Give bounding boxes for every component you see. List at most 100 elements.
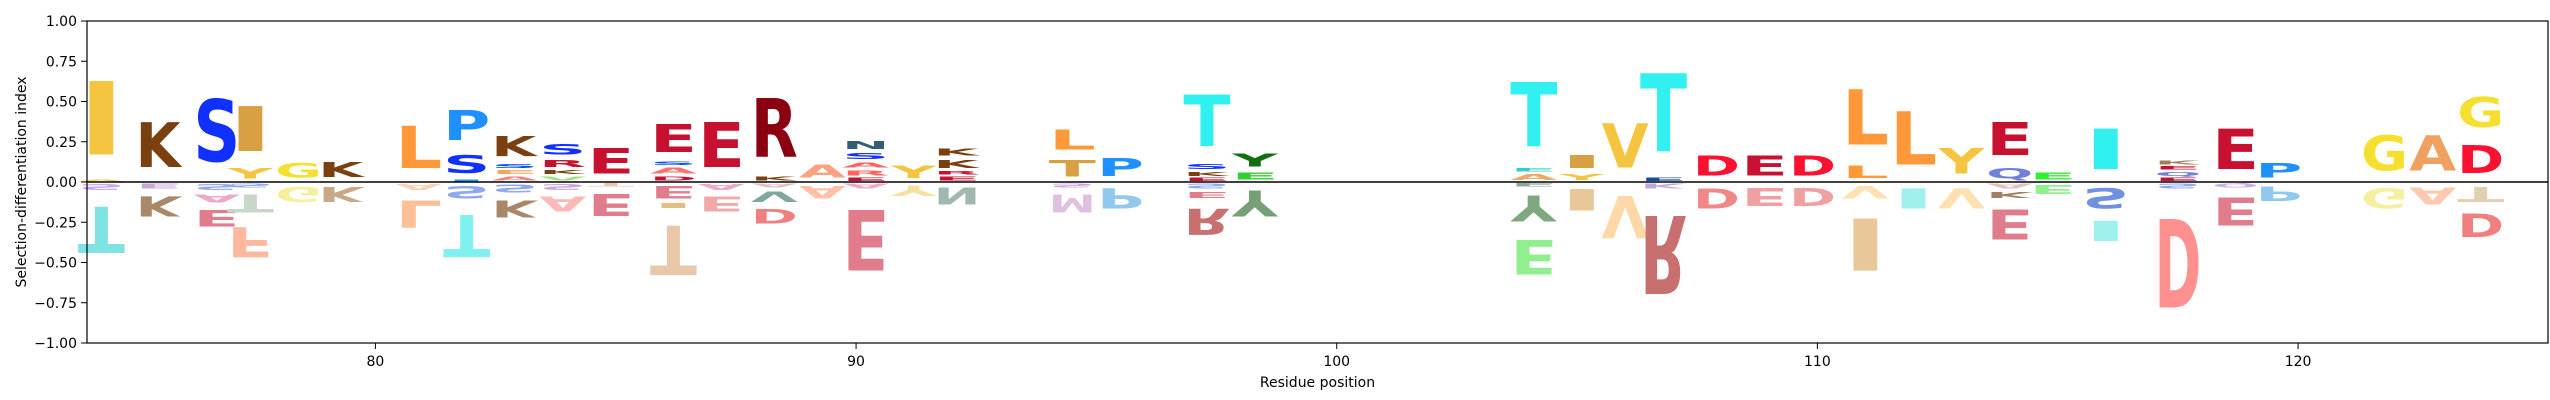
logo-letter-e: E — [842, 190, 889, 287]
logo-letter-t: T — [1183, 81, 1231, 163]
logo-letter-a: A — [650, 166, 698, 176]
logo-letter-e: E — [193, 204, 240, 230]
logo-letter-i: I — [2082, 214, 2129, 246]
logo-letter-n: N — [933, 182, 980, 209]
y-tick-label: 0.25 — [46, 135, 77, 151]
logo-letter-d: D — [751, 205, 798, 227]
logo-letter-k: K — [933, 147, 980, 158]
logo-letter-e: E — [587, 187, 634, 222]
logo-letter-e: E — [1183, 177, 1230, 182]
x-axis-title: Residue position — [1260, 375, 1375, 391]
logo-letter-v: V — [1842, 182, 1890, 201]
logo-letter-t: T — [227, 188, 275, 217]
logo-letter-y: Y — [1937, 142, 1985, 182]
logo-letter-e: E — [587, 142, 634, 182]
logo-letter-g: G — [275, 182, 322, 206]
logo-letter-r: R — [751, 82, 798, 175]
x-tick-label: 120 — [2285, 354, 2312, 370]
logo-letter-l: L — [395, 114, 442, 182]
logo-letter-a: A — [2409, 182, 2457, 209]
logo-letter-e: E — [1510, 168, 1557, 173]
y-tick-label: 0.50 — [46, 95, 77, 111]
logo-letter-l: L — [1842, 75, 1889, 163]
logo-letter-d: D — [650, 176, 697, 182]
logo-letter-m: M — [1049, 188, 1096, 217]
logo-letter-v: V — [1602, 113, 1649, 183]
logo-letter-v: V — [539, 176, 587, 182]
logo-letter-t: T — [443, 201, 491, 268]
logo-letter-r: R — [842, 169, 889, 177]
logo-letter-i: I — [1890, 182, 1937, 214]
logo-letter-d: D — [2457, 138, 2504, 182]
logo-letter-e: E — [933, 176, 980, 182]
logo-letter-i: I — [227, 94, 274, 165]
logo-letter-e: E — [698, 110, 745, 182]
logo-letter-s: S — [491, 182, 538, 195]
logo-letter-e: E — [2212, 188, 2259, 233]
logo-letter-a: A — [799, 182, 847, 201]
logo-letter-y: Y — [1231, 150, 1279, 171]
logo-letter-r: R — [1183, 200, 1230, 242]
logo-letter-s: S — [1049, 182, 1096, 188]
logo-letter-s: S — [227, 182, 274, 188]
logo-letter-v: V — [751, 188, 798, 204]
logo-letter-k: K — [751, 176, 799, 182]
logo-letter-s: S — [443, 150, 490, 179]
x-tick-label: 110 — [1804, 354, 1831, 370]
logo-letter-e: E — [1986, 199, 2033, 247]
logo-letter-t: T — [650, 209, 698, 287]
logo-letter-g: G — [2457, 89, 2504, 137]
logo-letter-a: A — [193, 192, 240, 205]
logo-letter-t: T — [1510, 65, 1557, 167]
logo-letter-a: A — [842, 161, 890, 169]
x-tick-label: 90 — [847, 354, 865, 370]
logo-letter-s: S — [650, 161, 697, 166]
logo-letter-e: E — [698, 191, 745, 215]
logo-letter-s: S — [193, 82, 240, 182]
logo-letter-e: E — [1231, 171, 1278, 182]
logo-letter-d: D — [1789, 182, 1836, 211]
y-tick-label: 0.00 — [46, 175, 77, 191]
y-tick-label: −1.00 — [34, 336, 77, 352]
logo-letter-s: S — [1183, 182, 1230, 190]
y-tick-label: 1.00 — [46, 14, 77, 30]
logo-letter-s: S — [1183, 163, 1230, 171]
logo-letter-k: K — [491, 131, 538, 163]
logo-letter-t: T — [78, 192, 125, 266]
logo-letter-e: E — [2154, 166, 2201, 171]
logo-letter-a: A — [799, 161, 846, 182]
logo-letter-e: E — [842, 177, 889, 182]
logo-letter-f: F — [227, 217, 274, 265]
logo-letter-s: S — [2082, 182, 2129, 214]
logo-letter-a: A — [78, 179, 126, 182]
logo-letter-p: P — [1097, 182, 1144, 214]
logo-letter-d: D — [2154, 190, 2201, 331]
logo-letter-i: I — [650, 201, 697, 209]
logo-letter-k: K — [2154, 160, 2202, 166]
logo-letter-l: L — [1049, 124, 1096, 156]
logo-letter-k: K — [1183, 171, 1231, 177]
x-axis: 80 90 100 110 120 — [366, 343, 2311, 370]
logo-letter-g: G — [2361, 127, 2408, 182]
logo-letter-k: K — [539, 169, 587, 175]
logo-letter-s: S — [2154, 182, 2201, 190]
logo-letter-a: A — [539, 192, 586, 216]
y-tick-label: −0.25 — [34, 215, 77, 231]
logo-letter-e: E — [1986, 113, 2033, 166]
logo-letter-a: A — [395, 182, 443, 192]
logo-letter-e: E — [2212, 118, 2259, 182]
logo-letter-y: Y — [1558, 172, 1606, 182]
logo-letter-a: A — [751, 182, 799, 188]
logo-letter-s: S — [443, 182, 490, 201]
logo-letter-k: K — [933, 158, 980, 171]
logo-letter-s: S — [193, 182, 240, 192]
logo-letter-d: D — [1789, 150, 1836, 182]
logo-letter-a: A — [842, 182, 890, 190]
logo-letter-r: R — [539, 158, 586, 169]
logo-letter-e: E — [1510, 229, 1557, 284]
logo-letter-k: K — [491, 195, 538, 222]
logo-letter-y: Y — [226, 166, 274, 182]
logo-letter-e: E — [491, 169, 538, 175]
logo-letter-s: S — [842, 151, 889, 161]
logo-letter-e: E — [1741, 182, 1788, 211]
